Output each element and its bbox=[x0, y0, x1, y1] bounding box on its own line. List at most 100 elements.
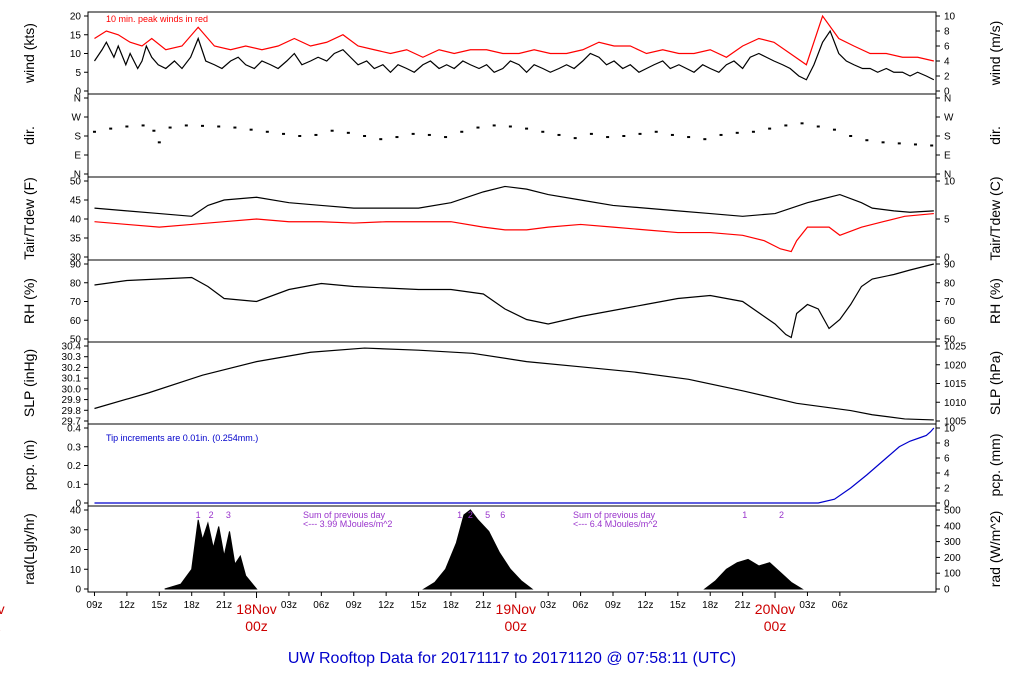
data-point-direction bbox=[379, 138, 383, 141]
x-tick-label: 18z bbox=[702, 600, 718, 611]
y-tick-label-left: E bbox=[74, 151, 81, 162]
x-day-label: 18Nov bbox=[236, 601, 276, 617]
y-tick-label-right: 80 bbox=[944, 278, 956, 289]
annotation-rad: <--- 6.4 MJoules/m^2 bbox=[573, 519, 658, 529]
y-axis-label-left: rad(Lgly/hr) bbox=[21, 513, 37, 585]
annotation-rad: <--- 3.99 MJoules/m^2 bbox=[303, 519, 393, 529]
y-tick-label-left: 0.3 bbox=[67, 442, 81, 453]
y-tick-label-left: 29.9 bbox=[62, 395, 82, 406]
y-tick-label-left: 0 bbox=[75, 87, 81, 98]
x-tick-label: 18z bbox=[443, 600, 459, 611]
x-tick-label: 21z bbox=[475, 600, 491, 611]
marker-label: 5 bbox=[485, 510, 490, 520]
x-tick-label: 06z bbox=[832, 600, 848, 611]
data-point-direction bbox=[109, 127, 113, 130]
x-day-time-label: 00z bbox=[504, 618, 527, 634]
y-tick-label-right: 2 bbox=[944, 484, 950, 495]
data-point-direction bbox=[184, 124, 188, 127]
y-tick-label-right: 6 bbox=[944, 42, 950, 53]
area-radiation2 bbox=[422, 509, 534, 590]
y-axis-label-left: RH (%) bbox=[21, 278, 37, 324]
y-axis-label-left: Tair/Tdew (F) bbox=[21, 177, 37, 259]
area-radiation bbox=[164, 519, 258, 590]
marker-label: 3 bbox=[226, 510, 231, 520]
y-tick-label-right: 10 bbox=[944, 12, 956, 23]
y-tick-label-left: 0.2 bbox=[67, 461, 81, 472]
x-tick-label: 09z bbox=[86, 600, 102, 611]
data-point-direction bbox=[849, 135, 853, 137]
y-tick-label-right: W bbox=[944, 113, 954, 124]
data-point-direction bbox=[233, 126, 237, 129]
y-tick-label-left: 30.0 bbox=[62, 384, 82, 395]
y-tick-label-left: 15 bbox=[70, 30, 82, 41]
data-point-direction bbox=[784, 124, 788, 127]
y-tick-label-left: W bbox=[72, 113, 82, 124]
line-tair bbox=[94, 185, 934, 217]
y-tick-label-right: 60 bbox=[944, 316, 956, 327]
y-tick-label-left: 0.1 bbox=[67, 480, 81, 491]
y-tick-label-left: 80 bbox=[70, 278, 82, 289]
y-tick-label-right: 50 bbox=[944, 335, 956, 346]
y-tick-label-left: 45 bbox=[70, 196, 82, 207]
x-tick-label: 03z bbox=[281, 600, 297, 611]
data-point-direction bbox=[557, 133, 561, 136]
data-point-direction bbox=[735, 131, 739, 134]
data-point-direction bbox=[265, 130, 269, 133]
y-tick-label-right: 1010 bbox=[944, 398, 967, 409]
y-tick-label-right: 1005 bbox=[944, 417, 967, 428]
y-tick-label-left: 29.8 bbox=[62, 406, 82, 417]
marker-label: 2 bbox=[779, 510, 784, 520]
data-point-direction bbox=[897, 142, 901, 145]
data-point-direction bbox=[606, 136, 610, 139]
x-day-label: 19Nov bbox=[496, 601, 536, 617]
data-point-direction bbox=[249, 128, 253, 131]
data-point-direction bbox=[141, 124, 145, 127]
panel-frame-rh bbox=[87, 259, 937, 343]
line-speed bbox=[93, 29, 935, 81]
data-point-direction bbox=[298, 135, 302, 137]
panel-frame-slp bbox=[87, 341, 937, 425]
data-point-direction bbox=[622, 135, 626, 137]
y-tick-label-right: 10 bbox=[944, 424, 956, 435]
data-point-direction bbox=[476, 126, 480, 129]
y-tick-label-left: 29.7 bbox=[62, 417, 82, 428]
y-tick-label-left: 5 bbox=[75, 68, 81, 79]
data-point-direction bbox=[492, 124, 496, 127]
annotation-pcp: Tip increments are 0.01in. (0.254mm.) bbox=[106, 433, 258, 443]
y-tick-label-right: 500 bbox=[944, 506, 961, 517]
x-tick-label: 12z bbox=[119, 600, 135, 611]
x-day-label: ov bbox=[0, 601, 5, 617]
data-point-direction bbox=[930, 144, 934, 147]
marker-label: 1 bbox=[457, 510, 462, 520]
data-point-direction bbox=[800, 122, 804, 125]
x-tick-label: 18z bbox=[184, 600, 200, 611]
data-point-direction bbox=[687, 136, 691, 139]
data-point-direction bbox=[703, 138, 707, 141]
y-tick-label-right: 0 bbox=[944, 499, 950, 510]
x-tick-label: 06z bbox=[313, 600, 329, 611]
y-tick-label-right: S bbox=[944, 132, 951, 143]
y-axis-label-right: SLP (hPa) bbox=[987, 351, 1003, 415]
y-tick-label-right: 70 bbox=[944, 297, 956, 308]
y-tick-label-left: 30.4 bbox=[62, 342, 82, 353]
y-tick-label-right: 0 bbox=[944, 253, 950, 264]
area-radiation3 bbox=[703, 558, 804, 590]
line-slp bbox=[94, 347, 934, 421]
line-peak bbox=[94, 14, 934, 66]
y-tick-label-left: S bbox=[74, 132, 81, 143]
x-tick-label: 21z bbox=[735, 600, 751, 611]
data-point-direction bbox=[152, 129, 156, 132]
marker-label: 6 bbox=[500, 510, 505, 520]
data-point-direction bbox=[751, 130, 755, 133]
data-point-direction bbox=[363, 135, 367, 137]
data-point-direction bbox=[411, 132, 415, 135]
y-tick-label-left: 40 bbox=[70, 506, 82, 517]
y-axis-label-right: Tair/Tdew (C) bbox=[987, 176, 1003, 260]
y-axis-label-right: dir. bbox=[987, 126, 1003, 145]
footer-title: UW Rooftop Data for 20171117 to 20171120… bbox=[287, 650, 737, 667]
marker-label: 2 bbox=[209, 510, 214, 520]
y-axis-label-left: SLP (inHg) bbox=[21, 349, 37, 417]
annotation-rad: Sum of previous day bbox=[303, 510, 386, 520]
x-tick-label: 12z bbox=[378, 600, 394, 611]
